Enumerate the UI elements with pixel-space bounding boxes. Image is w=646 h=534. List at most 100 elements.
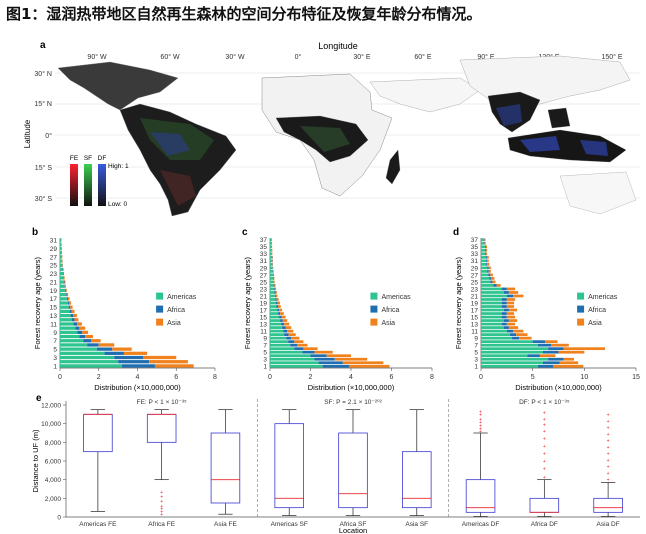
outlier-point: + [160,499,163,505]
bar-segment [481,315,502,319]
y-tick-label: 1 [53,363,57,370]
outlier-point: + [543,437,546,443]
bar-segment [270,270,273,273]
x-tick-label: Asia SF [405,521,428,528]
outlier-point: + [479,424,482,430]
bar-segment [294,340,304,344]
bar-segment [270,305,277,308]
y-tick-label: 2,000 [45,496,62,503]
bar-segment [273,284,275,287]
legend-low-label: Low: 0 [108,201,128,208]
bar-segment [488,270,491,273]
bar-segment [486,252,488,256]
bar-segment [63,267,64,272]
y-tick-label: 37 [260,237,268,244]
legend-swatch [370,318,378,326]
bar-segment [60,276,64,280]
bar-segment [506,322,516,326]
bar-segment [481,255,487,259]
bar-segment [66,292,69,297]
bar-segment [270,301,277,305]
bar-segment [270,245,272,249]
outlier-point: + [543,466,546,472]
bar-segment [334,357,368,361]
bar-segment [154,364,194,368]
bar-segment [122,364,155,368]
bar-segment [270,287,275,291]
bar-segment [60,343,88,347]
bar-segment [270,294,275,298]
bar-segment [60,272,64,276]
y-tick-label: 13 [471,321,479,328]
panel-label: d [453,227,459,238]
bar-segment [487,270,489,273]
y-tick-label: 3 [263,357,267,364]
bar-segment [481,329,507,333]
legend-swatch [577,305,585,313]
bar-segment [487,259,489,263]
outlier-point: + [543,429,546,435]
y-tick-label: 33 [260,251,268,258]
legend-label: Africa [167,307,185,314]
lat-tick: 30° S [35,195,53,203]
bar-segment [501,287,507,291]
bar-segment [60,280,64,284]
outlier-point: + [607,452,610,458]
bar-segment [270,361,319,365]
bar-segment [270,252,272,256]
legend-swatch [577,292,585,300]
y-tick-label: 25 [260,279,268,286]
bar-segment [481,298,502,301]
bar-segment [558,350,585,354]
y-tick-label: 35 [471,244,479,251]
bar-segment [270,347,295,351]
box [210,432,241,504]
y-tick-label: 3 [53,355,57,362]
y-tick-label: 19 [471,300,479,307]
bar-segment [484,241,486,245]
outlier-point: + [543,444,546,450]
bar-segment [104,351,124,355]
bar-segment [506,305,515,308]
y-tick-label: 13 [50,313,58,320]
bar-segment [481,245,486,249]
legend-label: Asia [588,320,602,327]
bar-segment [79,326,86,330]
bar-segment [490,273,493,277]
bar-segment [501,298,507,301]
bar-segment [486,259,488,263]
legend-label: Africa [381,307,399,314]
bar-segment [506,301,515,305]
bar-segment [75,326,80,330]
bar-segment [481,248,486,252]
bar-segment [60,255,62,259]
x-tick-label: Africa DF [531,521,558,528]
x-tick-label: 0 [479,374,483,381]
box [402,451,432,509]
outlier-point: + [479,417,482,423]
bar-segment [545,340,558,344]
box [338,432,368,509]
bar-segment [563,357,574,361]
bar-segment [501,322,507,326]
y-tick-label: 7 [53,338,57,345]
bar-segment [481,259,487,263]
bar-segment [63,280,65,284]
x-tick-label: 0 [268,374,272,381]
outlier-point: + [479,429,482,435]
outlier-point: + [160,507,163,513]
panel-a: a Longitude Latitude 90° W 60° W 30° W 0… [23,40,640,217]
bar-segment [85,334,93,339]
outlier-point: + [607,478,610,484]
bar-segment [485,245,487,249]
bar-segment [481,333,510,336]
map-americas [57,61,237,217]
bar-segment [484,241,485,245]
bar-segment [60,339,84,343]
bar-segment [481,357,549,361]
outlier-point: + [543,452,546,458]
bar-segment [481,308,504,312]
